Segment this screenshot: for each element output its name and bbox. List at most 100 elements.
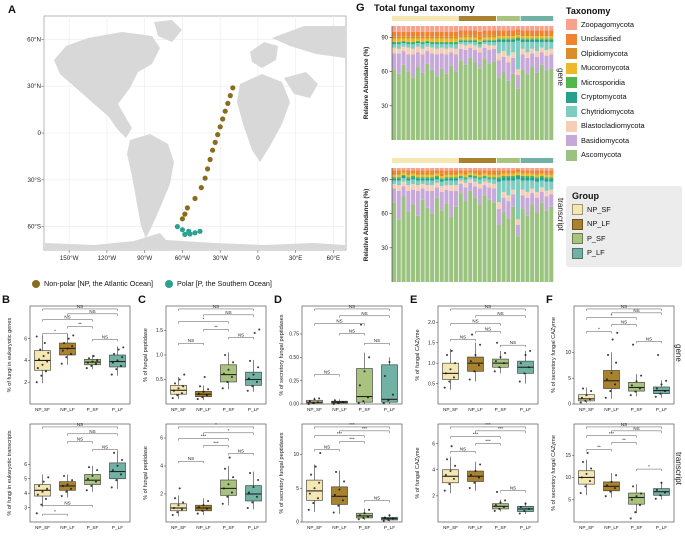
bar-segment-ascomycota bbox=[496, 77, 501, 140]
bar-segment-mucoromycota bbox=[506, 36, 511, 39]
data-point bbox=[655, 387, 658, 390]
bar-segment-microsporidia bbox=[501, 38, 506, 40]
bar-segment-ascomycota bbox=[430, 70, 435, 140]
data-point bbox=[69, 352, 72, 355]
bar-segment-ascomycota bbox=[487, 63, 492, 141]
x-tick-label: NP_LF bbox=[468, 407, 483, 412]
significance-label: NS bbox=[188, 338, 194, 343]
data-point bbox=[88, 357, 91, 360]
bar-segment-unclassified bbox=[449, 170, 454, 173]
bar-segment-unclassified bbox=[396, 170, 401, 173]
bar-segment-ascomycota bbox=[396, 73, 401, 140]
bar-segment-blastocladiomycota bbox=[415, 185, 420, 191]
bar-segment-blastocladiomycota bbox=[444, 48, 449, 55]
bar-segment-unclassified bbox=[420, 170, 425, 173]
bar-segment-microsporidia bbox=[439, 41, 444, 44]
bar-segment-zoopagomycota bbox=[449, 168, 454, 171]
data-point bbox=[468, 378, 471, 381]
bar-segment-chytridiomycota bbox=[515, 179, 520, 220]
bar-segment-cryptomycota bbox=[415, 41, 420, 44]
data-point bbox=[446, 353, 449, 357]
significance-bracket bbox=[314, 435, 365, 438]
bar-segment-mucoromycota bbox=[425, 174, 430, 178]
bar-segment-blastocladiomycota bbox=[425, 185, 430, 191]
data-point bbox=[205, 507, 208, 510]
data-point bbox=[341, 499, 344, 502]
y-axis-label: % of secretory fungal peptidases bbox=[279, 432, 285, 513]
bar-segment-cryptomycota bbox=[544, 178, 549, 182]
bar-segment-ascomycota bbox=[458, 193, 463, 282]
bar-segment-cryptomycota bbox=[511, 177, 516, 181]
bar-segment-ascomycota bbox=[515, 236, 520, 282]
bar-segment-cryptomycota bbox=[492, 40, 497, 42]
bar-segment-zoopagomycota bbox=[439, 168, 444, 171]
data-point bbox=[604, 396, 607, 399]
bar-segment-mucoromycota bbox=[420, 38, 425, 42]
bar-segment-blastocladiomycota bbox=[487, 45, 492, 50]
bar-segment-blastocladiomycota bbox=[549, 48, 554, 55]
data-point bbox=[529, 349, 532, 352]
bar-segment-microsporidia bbox=[520, 175, 525, 178]
data-point bbox=[313, 487, 316, 490]
data-point bbox=[523, 509, 526, 512]
y-tick-label: 0.75 bbox=[289, 332, 299, 338]
taxonomy-swatch-icon bbox=[566, 120, 577, 132]
bar-segment-cryptomycota bbox=[496, 39, 501, 42]
y-tick-label: 2.0 bbox=[428, 320, 435, 326]
data-point bbox=[388, 360, 391, 364]
data-point bbox=[479, 343, 482, 346]
x-tick-label: NP_SF bbox=[307, 525, 322, 530]
data-point bbox=[611, 338, 614, 341]
boxplot-b-transcript: 3 4 5 6 % of fungi in eukaryotic transcripts… bbox=[7, 422, 131, 530]
significance-label: ** bbox=[622, 438, 626, 443]
bar-segment-mucoromycota bbox=[530, 173, 535, 176]
bar-segment-cryptomycota bbox=[515, 38, 520, 41]
bar-segment-microsporidia bbox=[487, 177, 492, 179]
station-polar bbox=[182, 231, 188, 237]
data-point bbox=[227, 368, 230, 371]
bar-segment-mucoromycota bbox=[401, 172, 406, 175]
x-tick-label: P_LF bbox=[248, 407, 259, 412]
data-point bbox=[479, 463, 482, 466]
significance-label: NS bbox=[460, 446, 466, 451]
bar-segment-olpidiomycota bbox=[411, 36, 416, 39]
bar-segment-ascomycota bbox=[411, 77, 416, 140]
bar-segment-blastocladiomycota bbox=[463, 182, 468, 188]
bar-segment-olpidiomycota bbox=[482, 35, 487, 38]
data-point bbox=[443, 489, 446, 492]
data-point bbox=[40, 503, 43, 506]
bar-segment-chytridiomycota bbox=[515, 40, 520, 70]
significance-bracket bbox=[475, 443, 501, 446]
significance-label: NS bbox=[510, 486, 516, 491]
bar-segment-zoopagomycota bbox=[530, 26, 535, 31]
data-point bbox=[207, 388, 210, 391]
taxonomy-legend-item: Basidiomycota bbox=[566, 135, 682, 146]
data-point bbox=[382, 402, 385, 405]
data-point bbox=[119, 364, 122, 367]
bar-segment-chytridiomycota bbox=[453, 180, 459, 186]
station-nonpolar bbox=[225, 100, 231, 106]
station-nonpolar bbox=[220, 116, 226, 122]
bar-segment-mucoromycota bbox=[415, 174, 420, 178]
bar-segment-cryptomycota bbox=[520, 39, 525, 42]
panel-border bbox=[437, 305, 539, 405]
significance-label: ** bbox=[78, 322, 82, 327]
bar-segment-mucoromycota bbox=[511, 36, 516, 39]
data-point bbox=[584, 485, 587, 488]
bar-segment-ascomycota bbox=[473, 197, 478, 282]
significance-bracket bbox=[178, 308, 254, 311]
row-facet-label-transcript: transcript bbox=[674, 452, 683, 485]
data-point bbox=[312, 502, 315, 505]
bar-segment-blastocladiomycota bbox=[411, 48, 416, 55]
box-p_sf bbox=[220, 479, 237, 496]
bar-segment-ascomycota bbox=[453, 206, 459, 282]
data-point bbox=[615, 474, 618, 477]
significance-bracket bbox=[586, 449, 612, 452]
bar-segment-chytridiomycota bbox=[544, 41, 549, 50]
bar-segment-olpidiomycota bbox=[492, 172, 497, 175]
bar-segment-microsporidia bbox=[492, 39, 497, 41]
data-point bbox=[203, 376, 206, 379]
bar-segment-cryptomycota bbox=[496, 178, 501, 182]
bar-segment-unclassified bbox=[396, 31, 401, 37]
bar-segment-blastocladiomycota bbox=[439, 47, 444, 54]
